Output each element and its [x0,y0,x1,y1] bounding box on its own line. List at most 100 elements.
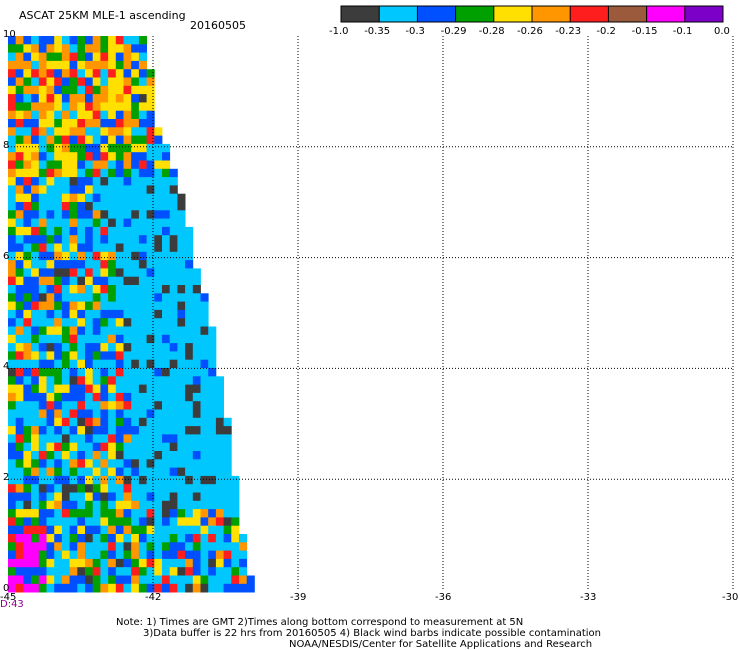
swath-cell [131,567,140,576]
swath-cell [215,500,224,510]
swath-cell [8,135,17,145]
swath-cell [115,509,124,518]
swath-cell [61,168,70,178]
swath-cell [123,434,132,444]
swath-cell [77,60,86,70]
swath-cell [23,94,32,103]
swath-cell [108,451,117,460]
swath-cell [154,451,163,460]
swath-cell [23,235,32,244]
swath-cell [23,459,32,468]
swath-cell [131,309,140,319]
swath-cell [69,202,78,211]
swath-cell [31,202,40,211]
swath-cell [15,152,24,161]
note-line-3: NOAA/NESDIS/Center for Satellite Applica… [289,639,593,650]
swath-cell [223,558,232,568]
swath-cell [61,119,70,128]
swath-cell [85,542,94,551]
swath-cell [61,85,70,95]
swath-cell [54,102,63,112]
swath-cell [192,492,201,502]
swath-cell [208,509,217,518]
swath-cell [8,509,17,518]
swath-cell [154,152,163,161]
swath-cell [162,168,171,178]
swath-cell [46,60,55,70]
swath-cell [162,368,171,377]
swath-cell [77,451,86,460]
swath-cell [8,459,17,468]
swath-cell [92,426,101,435]
swath-cell [23,550,32,560]
swath-cell [54,301,63,311]
swath-cell [108,251,117,261]
swath-cell [208,392,217,402]
swath-cell [100,500,109,510]
swath-cell [146,318,155,327]
swath-cell [239,575,248,585]
swath-cell [215,451,224,460]
swath-cell [146,451,155,460]
swath-cell [169,583,178,593]
swath-cell [77,376,86,385]
swath-cell [146,135,155,145]
swath-cell [61,318,70,327]
swath-cell [54,343,63,352]
swath-cell [185,558,194,568]
swath-cell [108,459,117,468]
swath-cell [185,451,194,460]
swath-cell [61,293,70,302]
swath-cell [200,558,209,568]
swath-cell [177,442,186,452]
swath-cell [77,417,86,427]
swath-cell [131,301,140,311]
swath-cell [8,583,17,593]
swath-cell [131,442,140,452]
swath-cell [154,583,163,593]
swath-cell [208,351,217,361]
swath-cell [77,318,86,327]
swath-cell [169,268,178,278]
swath-cell [200,575,209,585]
swath-cell [123,409,132,419]
swath-cell [215,567,224,576]
swath-cell [31,326,40,336]
swath-cell [100,326,109,336]
swath-cell [54,500,63,510]
swath-cell [100,509,109,518]
swath-cell [115,484,124,493]
swath-cell [92,475,101,485]
swath-cell [38,60,47,70]
swath-cell [177,293,186,302]
swath-cell [38,202,47,211]
swath-cell [38,69,47,78]
swath-cell [138,276,147,286]
swath-cell [108,442,117,452]
swath-cell [69,534,78,543]
swath-cell [108,193,117,203]
swath-cell [100,177,109,186]
swath-cell [162,558,171,568]
swath-cell [54,384,63,394]
swath-cell [215,534,224,543]
swath-cell [15,69,24,78]
swath-cell [162,226,171,236]
swath-cell [15,384,24,394]
swath-cell [100,567,109,576]
swath-cell [115,185,124,195]
swath-cell [38,467,47,477]
swath-cell [169,392,178,402]
swath-cell [23,534,32,543]
swath-cell [154,384,163,394]
swath-cell [177,343,186,352]
swath-cell [46,451,55,460]
swath-cell [23,193,32,203]
swath-cell [31,500,40,510]
swath-cell [92,442,101,452]
swath-cell [223,459,232,468]
swath-cell [8,235,17,244]
swath-cell [154,525,163,535]
swath-cell [77,368,86,377]
